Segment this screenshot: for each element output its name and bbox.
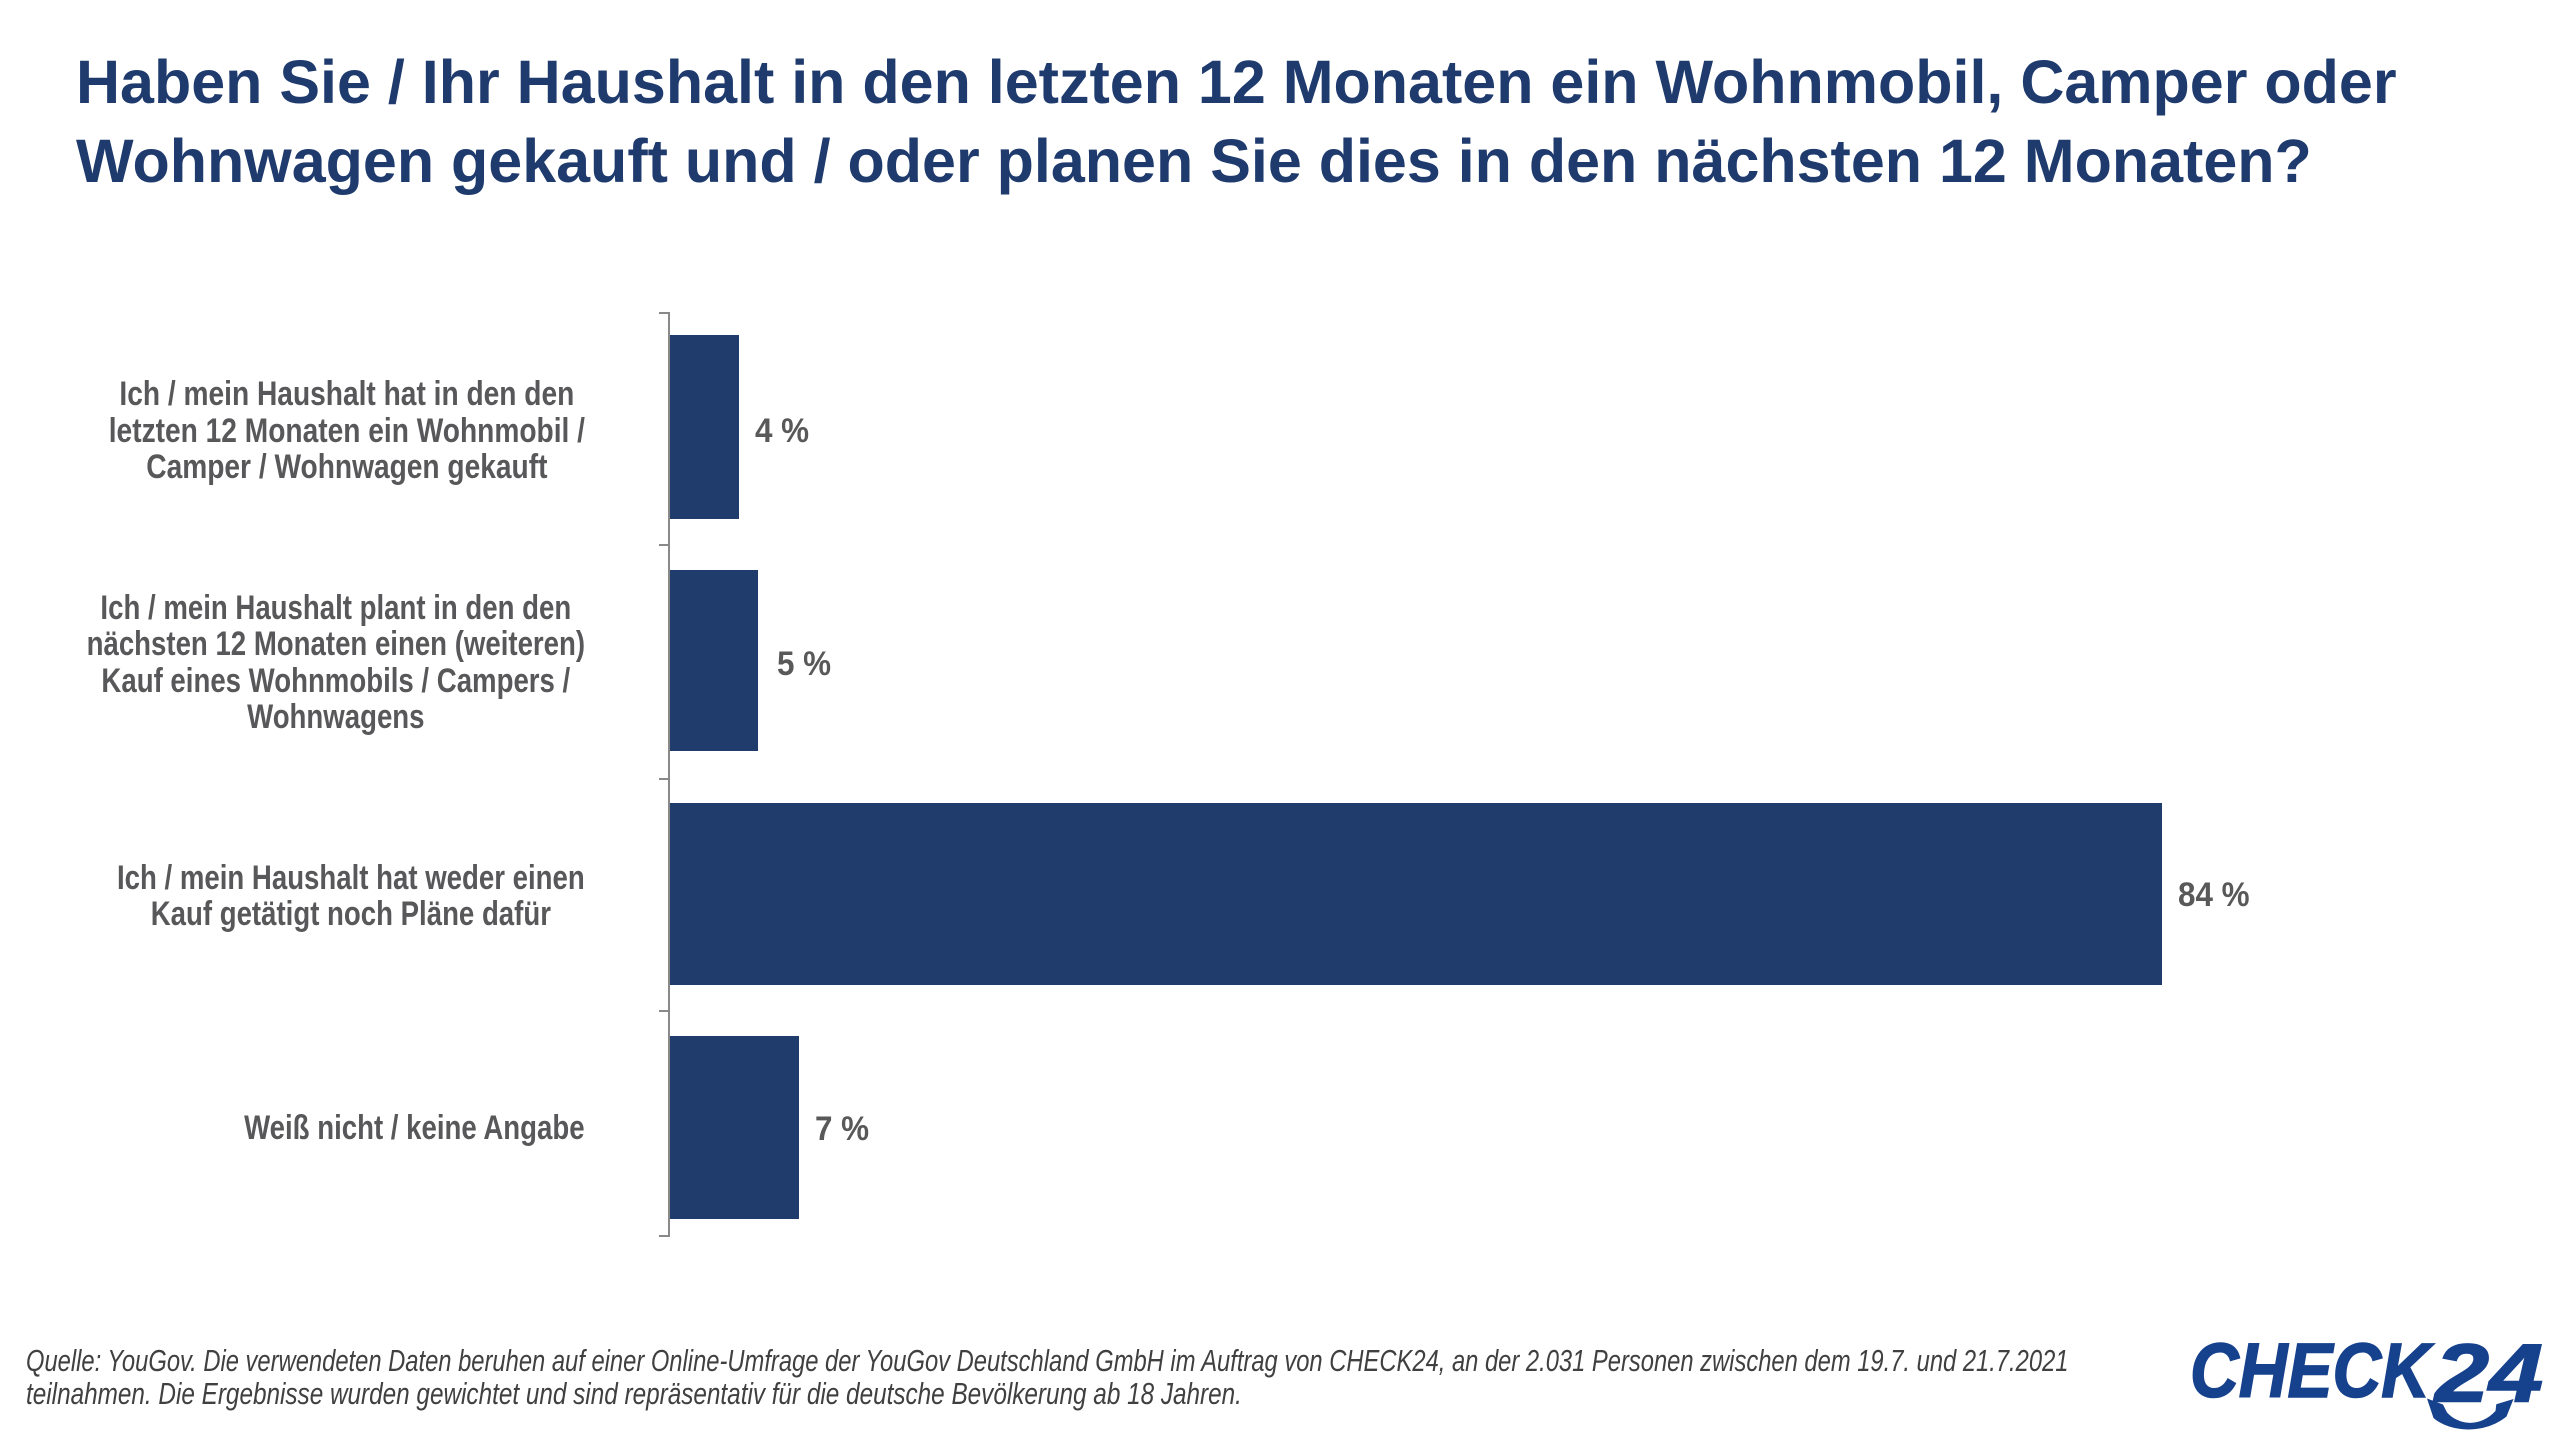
svg-text:CHECK: CHECK <box>2190 1338 2435 1414</box>
svg-text:24: 24 <box>2433 1338 2543 1420</box>
